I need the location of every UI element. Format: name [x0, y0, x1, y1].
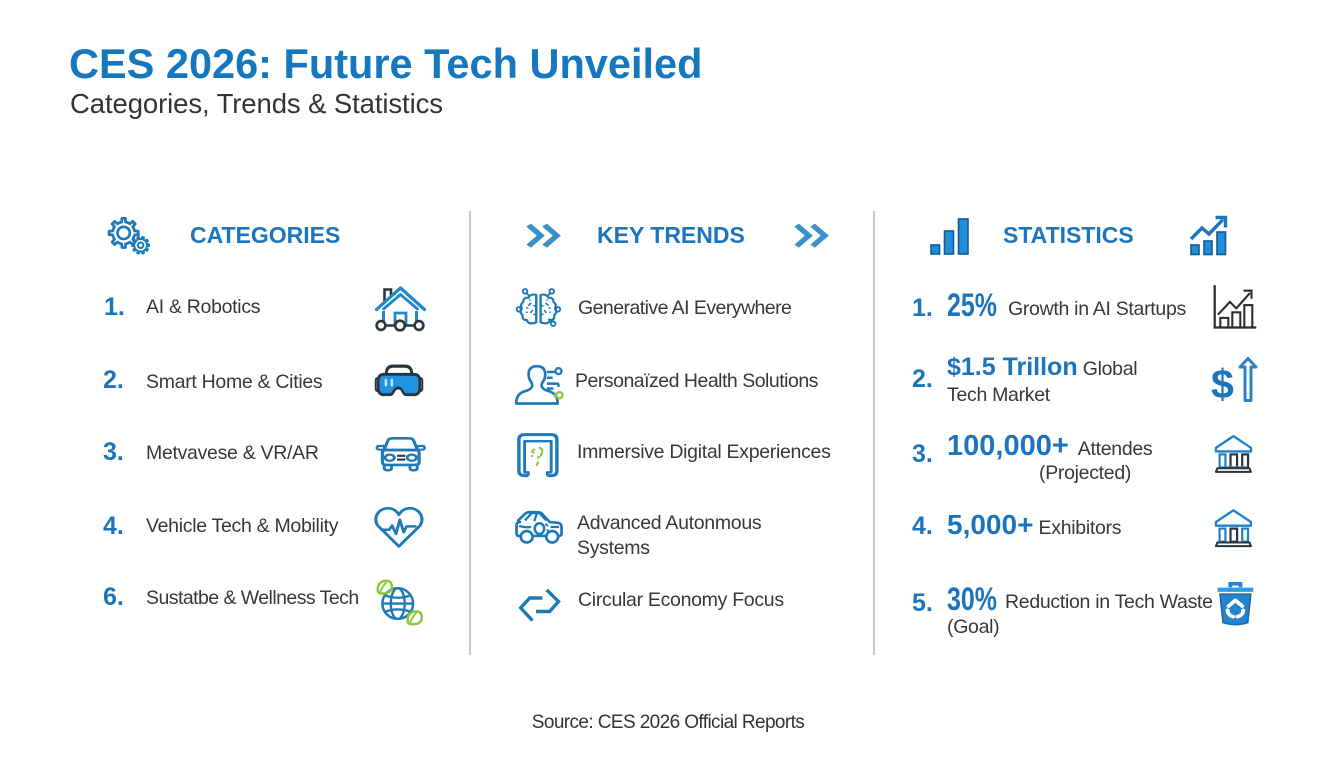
svg-text:$: $: [1211, 361, 1234, 407]
